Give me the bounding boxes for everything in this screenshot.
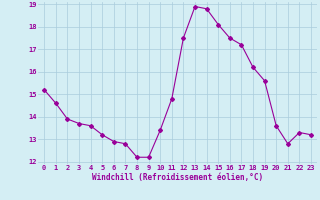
- X-axis label: Windchill (Refroidissement éolien,°C): Windchill (Refroidissement éolien,°C): [92, 173, 263, 182]
